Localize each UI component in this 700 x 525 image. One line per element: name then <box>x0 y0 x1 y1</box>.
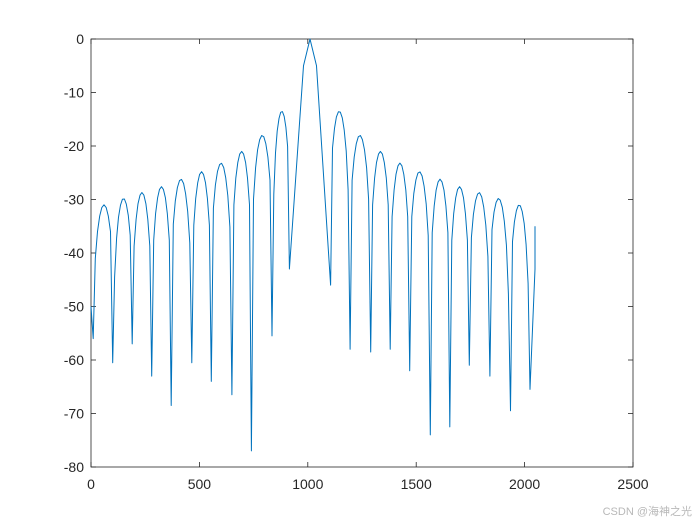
x-tick-label: 0 <box>87 476 95 492</box>
plot-area <box>90 38 634 468</box>
x-tick-label: 1500 <box>401 476 432 492</box>
y-tick-label: -30 <box>64 192 84 208</box>
x-tick-label: 2000 <box>509 476 540 492</box>
x-tick-label: 1000 <box>292 476 323 492</box>
y-tick-label: -40 <box>64 245 84 261</box>
y-tick-label: -70 <box>64 406 84 422</box>
x-tick-label: 500 <box>188 476 212 492</box>
x-axis: 0 500 1000 1500 2000 2500 <box>87 39 649 492</box>
watermark: CSDN @海神之光 <box>602 506 692 518</box>
y-tick-label: -60 <box>64 352 84 368</box>
y-tick-label: -20 <box>64 138 84 154</box>
x-tick-label: 2500 <box>617 476 648 492</box>
plot-line-group <box>90 38 536 452</box>
y-tick-label: -80 <box>64 459 84 475</box>
y-tick-label: -50 <box>64 299 84 315</box>
y-axis: 0 -10 -20 -30 -40 -50 -60 -70 -80 <box>64 31 633 475</box>
y-tick-label: -10 <box>64 85 84 101</box>
series-line <box>90 38 536 452</box>
y-tick-label: 0 <box>76 31 84 47</box>
